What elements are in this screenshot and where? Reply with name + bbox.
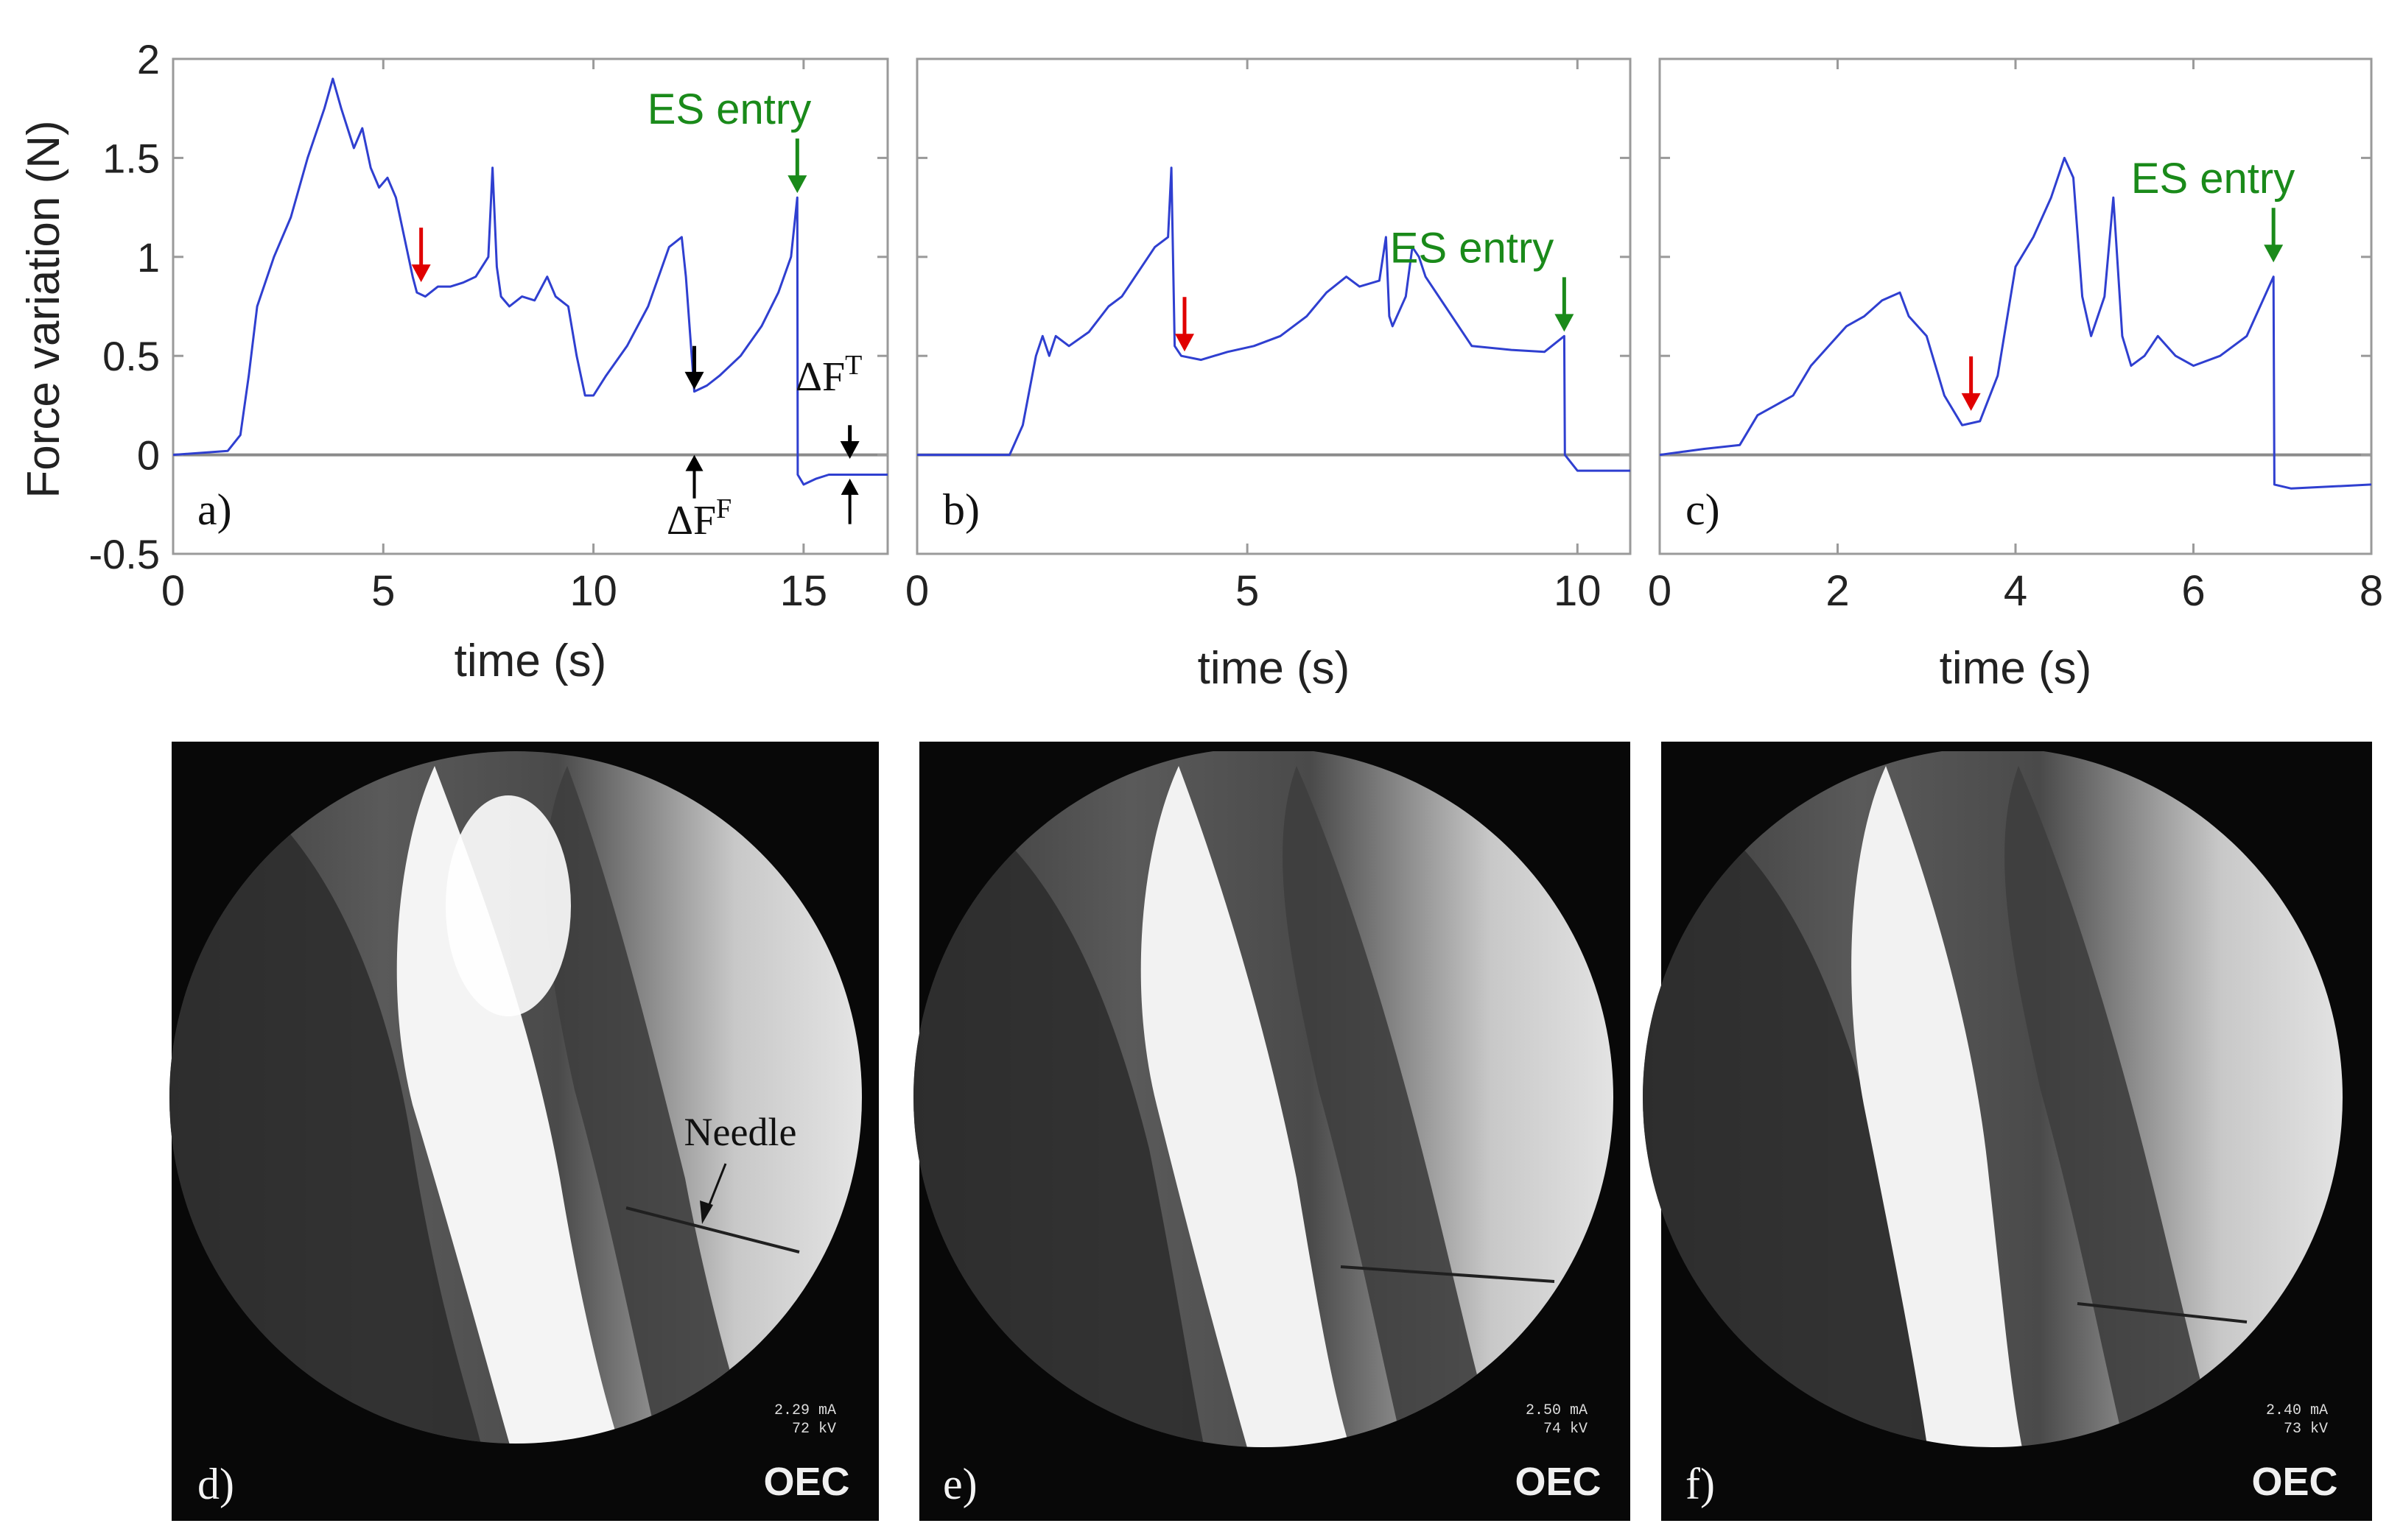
force-series-line-c: [1660, 156, 2371, 490]
xray-image-d: [169, 751, 862, 1444]
delta-ft-label: ΔFT: [796, 350, 862, 400]
x-tick-label: 8: [2360, 567, 2383, 615]
es-entry-label-c: ES entry: [2131, 155, 2295, 203]
xray-panel-e: 2.50 mA 74 kV OEC e): [913, 742, 1630, 1521]
xray-image-f: [1643, 751, 2343, 1447]
panel-label-e: e): [943, 1460, 978, 1508]
x-axis-label-a: time (s): [455, 636, 607, 686]
x-tick-label: 4: [2004, 567, 2027, 615]
y-axis-label: Force variation (N): [18, 120, 69, 498]
delta-ff-arrow-bottom-head: [685, 454, 704, 471]
red-arrow-head: [1175, 334, 1194, 352]
arrow-annotations-b: [1175, 277, 1574, 352]
axis-ticks-c: [1658, 57, 2373, 555]
delta-ft-arrow-top-head: [840, 440, 860, 459]
red-arrow-head: [1961, 393, 1981, 411]
needle-label: Needle: [684, 1110, 797, 1154]
arrow-annotations-a: [411, 138, 860, 524]
chart-panel-a: 21.510.50-0.5 0 5 10 15 a) time (s) Force v…: [18, 36, 889, 686]
plot-frame-a: [172, 57, 889, 555]
red-arrow-head: [411, 264, 431, 283]
panel-label-b: b): [943, 485, 980, 534]
y-tick-label: 1.5: [102, 135, 160, 181]
x-axis-label-c: time (s): [1940, 643, 2092, 694]
x-tick-label: 0: [905, 567, 929, 615]
x-tick-label: 10: [1554, 567, 1602, 615]
xray-readout-kv-e: 74 kV: [1543, 1421, 1588, 1438]
needle-arrow: [700, 1163, 727, 1224]
xray-panel-f: 2.40 mA 73 kV OEC f): [1643, 742, 2372, 1521]
xray-image-e: [913, 751, 1613, 1447]
x-tick-label: 6: [2181, 567, 2205, 615]
y-tick-label: 0: [137, 432, 160, 479]
needle-arrow-head: [700, 1200, 713, 1224]
panel-label-a: a): [197, 485, 232, 534]
axis-ticks-a: [172, 57, 888, 555]
x-tick-label: 5: [1235, 567, 1259, 615]
xray-readout-kv-d: 72 kV: [792, 1421, 836, 1438]
es-entry-label-a: ES entry: [648, 85, 811, 133]
oec-logo-f: OEC: [2251, 1460, 2337, 1504]
oec-logo-d: OEC: [763, 1460, 849, 1504]
axis-ticks-b: [916, 57, 1630, 555]
x-tick-label: 15: [780, 567, 828, 615]
plot-frame-b: [916, 57, 1632, 555]
xray-panel-d: Needle 2.29 mA 72 kV OEC d): [169, 742, 879, 1521]
y-tick-label: 2: [137, 36, 160, 82]
arrow-annotations-c: [1961, 208, 2284, 411]
es-entry-arrow-head: [2264, 245, 2284, 263]
es-entry-arrow-head: [1554, 314, 1574, 332]
es-entry-label-b: ES entry: [1390, 224, 1554, 272]
y-tick-label: -0.5: [89, 531, 161, 577]
y-tick-label: 0.5: [102, 333, 160, 379]
oec-logo-e: OEC: [1515, 1460, 1601, 1504]
xray-readout-ma-d: 2.29 mA: [774, 1402, 836, 1419]
delta-ff-label: ΔFF: [667, 493, 732, 544]
x-tick-label: 10: [569, 567, 617, 615]
panel-label-d: d): [197, 1460, 234, 1508]
x-tick-labels-c: 0 2 4 6 8: [1648, 567, 2383, 615]
chart-panel-c: 0 2 4 6 8 c) time (s) ES entry: [1648, 57, 2383, 694]
xray-readout-ma-f: 2.40 mA: [2266, 1402, 2328, 1419]
x-tick-labels-a: 0 5 10 15: [161, 567, 827, 615]
force-series-line-a: [173, 77, 888, 486]
panel-label-f: f): [1685, 1460, 1715, 1508]
xray-readout-ma-e: 2.50 mA: [1526, 1402, 1588, 1419]
x-tick-label: 0: [1648, 567, 1671, 615]
xray-readout-kv-f: 73 kV: [2284, 1421, 2328, 1438]
y-tick-label: 1: [137, 234, 160, 281]
chart-panel-b: 0 5 10 b) time (s) ES entry: [905, 57, 1632, 694]
force-series-line-b: [917, 166, 1630, 472]
plot-frame-c: [1658, 57, 2373, 555]
delta-ff-arrow-top-head: [684, 371, 704, 390]
x-axis-label-b: time (s): [1198, 643, 1350, 694]
delta-ft-arrow-bottom-head: [841, 478, 859, 495]
panel-label-c: c): [1685, 485, 1720, 534]
x-tick-label: 2: [1825, 567, 1849, 615]
es-entry-arrow-head: [787, 175, 807, 194]
y-tick-labels: 2 1.5 1 0.5 0 -0.5: [89, 36, 161, 577]
x-tick-label: 5: [371, 567, 395, 615]
x-tick-label: 0: [161, 567, 185, 615]
x-tick-labels-b: 0 5 10: [905, 567, 1602, 615]
